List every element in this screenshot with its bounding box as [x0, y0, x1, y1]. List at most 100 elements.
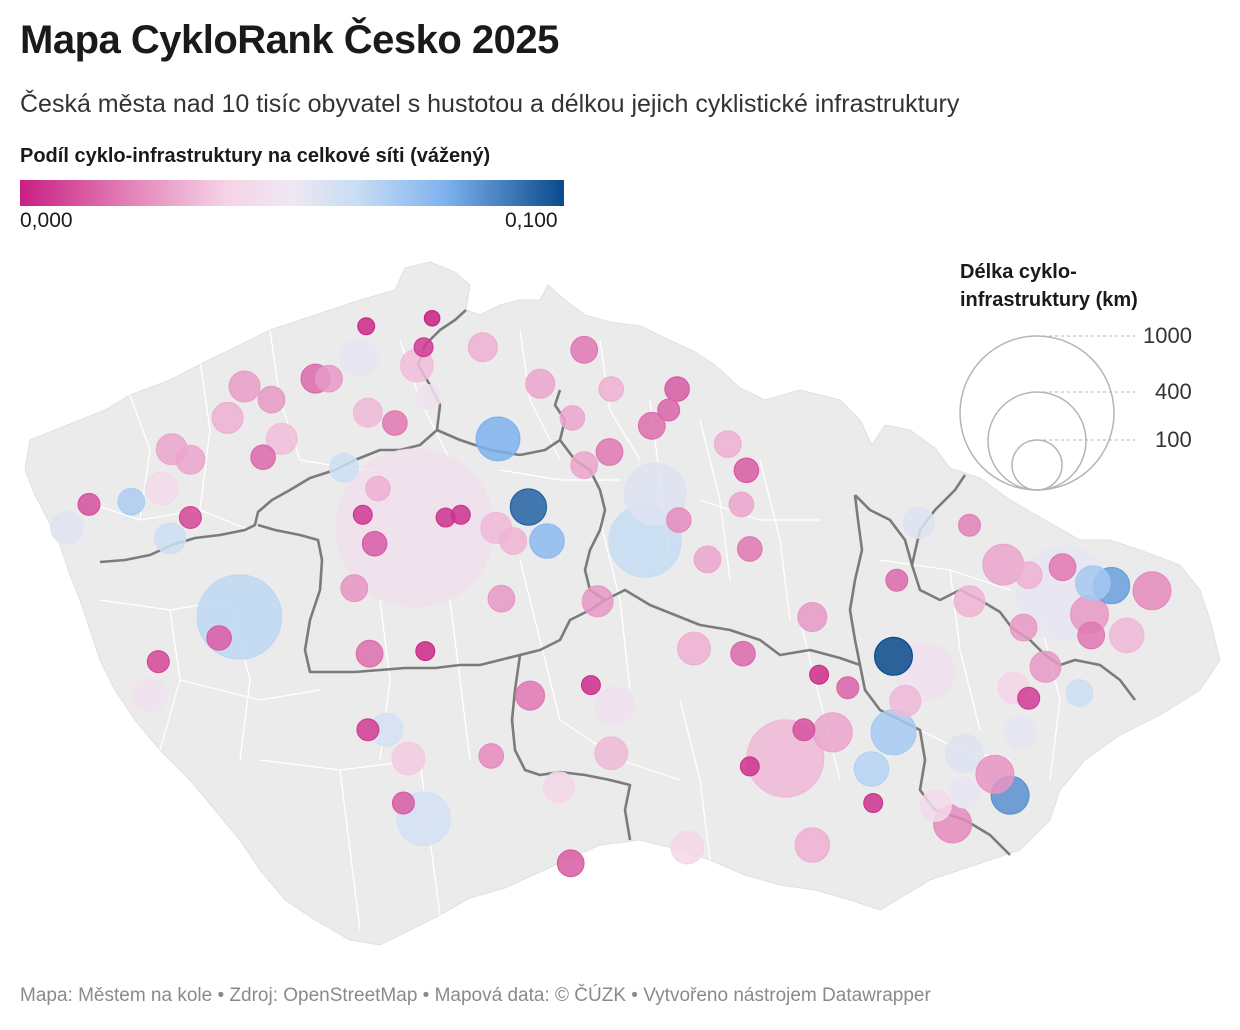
city-bubble[interactable] [873, 636, 913, 676]
city-bubble[interactable] [853, 751, 890, 787]
city-bubble[interactable] [736, 536, 763, 562]
city-bubble[interactable] [595, 438, 624, 466]
city-bubble[interactable] [594, 685, 635, 727]
city-bubble[interactable] [356, 718, 380, 742]
city-bubble[interactable] [357, 317, 376, 336]
city-bubble[interactable] [339, 338, 379, 378]
city-bubble[interactable] [863, 792, 884, 813]
city-bubble[interactable] [478, 743, 504, 769]
city-bubble[interactable] [730, 640, 756, 667]
city-bubble[interactable] [340, 574, 369, 603]
city-bubble[interactable] [382, 410, 408, 436]
city-bubble[interactable] [50, 511, 84, 545]
city-bubble[interactable] [948, 776, 981, 809]
city-bubble[interactable] [581, 585, 614, 618]
city-bubble[interactable] [598, 376, 624, 402]
city-bubble[interactable] [178, 506, 202, 530]
city-bubble[interactable] [1108, 617, 1145, 654]
city-bubble[interactable] [889, 684, 922, 717]
city-bubble[interactable] [957, 513, 981, 537]
city-bubble[interactable] [556, 849, 585, 878]
city-bubble[interactable] [475, 416, 521, 462]
city-bubble[interactable] [1048, 553, 1077, 582]
city-bubble[interactable] [206, 625, 232, 651]
city-bubble[interactable] [499, 527, 528, 555]
city-bubble[interactable] [413, 337, 434, 358]
city-bubble[interactable] [1014, 561, 1043, 589]
city-bubble[interactable] [144, 471, 179, 506]
city-bubble[interactable] [211, 401, 244, 434]
city-bubble[interactable] [870, 709, 917, 756]
city-bubble[interactable] [391, 741, 426, 776]
city-bubble[interactable] [657, 398, 681, 422]
city-bubble[interactable] [944, 733, 984, 773]
city-bubble[interactable] [77, 492, 101, 516]
color-legend-max-label: 0,100 [505, 209, 558, 232]
city-bubble[interactable] [1077, 621, 1106, 650]
city-bubble[interactable] [836, 676, 860, 700]
city-bubble[interactable] [953, 585, 986, 618]
city-bubble[interactable] [146, 650, 170, 674]
city-bubble[interactable] [467, 332, 498, 363]
city-bubble[interactable] [1004, 716, 1037, 749]
city-bubble[interactable] [1017, 686, 1041, 710]
city-bubble[interactable] [559, 405, 586, 431]
city-bubble[interactable] [665, 507, 692, 533]
city-bubble[interactable] [623, 462, 687, 526]
city-bubble[interactable] [733, 457, 760, 484]
district-borders [79, 329, 1061, 931]
city-bubble[interactable] [809, 664, 830, 685]
city-bubble[interactable] [315, 364, 343, 393]
city-bubble[interactable] [132, 677, 168, 714]
city-bubble[interactable] [391, 791, 415, 815]
city-bubble[interactable] [1075, 565, 1111, 601]
city-bubble[interactable] [175, 444, 206, 475]
city-bubble[interactable] [361, 530, 388, 557]
city-bubble[interactable] [570, 451, 599, 480]
city-bubble[interactable] [713, 430, 742, 459]
city-bubble[interactable] [515, 680, 546, 711]
city-bubble[interactable] [423, 309, 441, 327]
city-bubble[interactable] [797, 601, 828, 632]
city-bubble[interactable] [812, 712, 853, 753]
city-bubble[interactable] [670, 830, 705, 865]
city-bubble[interactable] [677, 631, 711, 666]
city-bubble[interactable] [509, 488, 548, 526]
city-bubble[interactable] [580, 675, 601, 696]
city-bubble[interactable] [637, 411, 666, 440]
city-bubble[interactable] [919, 789, 952, 822]
city-bubble[interactable] [728, 491, 755, 518]
city-bubble[interactable] [450, 504, 471, 525]
city-bubble[interactable] [1132, 571, 1172, 611]
city-bubble[interactable] [794, 827, 831, 863]
city-bubble[interactable] [1009, 613, 1038, 642]
city-bubble[interactable] [1029, 650, 1062, 683]
city-bubble[interactable] [154, 522, 187, 555]
city-bubble[interactable] [570, 335, 599, 364]
city-bubble[interactable] [365, 475, 391, 502]
city-bubble[interactable] [902, 506, 935, 539]
city-bubble[interactable] [228, 370, 261, 403]
city-bubble[interactable] [529, 523, 565, 559]
city-bubble[interactable] [693, 545, 722, 574]
city-bubble[interactable] [265, 422, 298, 455]
city-bubble[interactable] [352, 397, 383, 428]
city-bubble[interactable] [257, 385, 286, 414]
city-bubble[interactable] [542, 771, 575, 804]
city-bubble[interactable] [355, 639, 384, 668]
city-bubble[interactable] [739, 756, 760, 777]
city-bubble[interactable] [415, 641, 436, 662]
city-bubble[interactable] [250, 444, 276, 470]
city-bubble[interactable] [1065, 679, 1094, 707]
city-bubble[interactable] [487, 584, 516, 613]
city-bubble[interactable] [329, 452, 360, 483]
city-bubble[interactable] [885, 568, 909, 592]
city-bubble[interactable] [415, 384, 442, 410]
city-bubble[interactable] [664, 376, 690, 402]
city-bubble[interactable] [525, 368, 556, 399]
city-bubble[interactable] [792, 718, 816, 742]
city-bubble[interactable] [352, 504, 373, 525]
city-bubble[interactable] [975, 754, 1015, 794]
city-bubble[interactable] [594, 736, 629, 771]
city-bubble[interactable] [117, 487, 146, 516]
